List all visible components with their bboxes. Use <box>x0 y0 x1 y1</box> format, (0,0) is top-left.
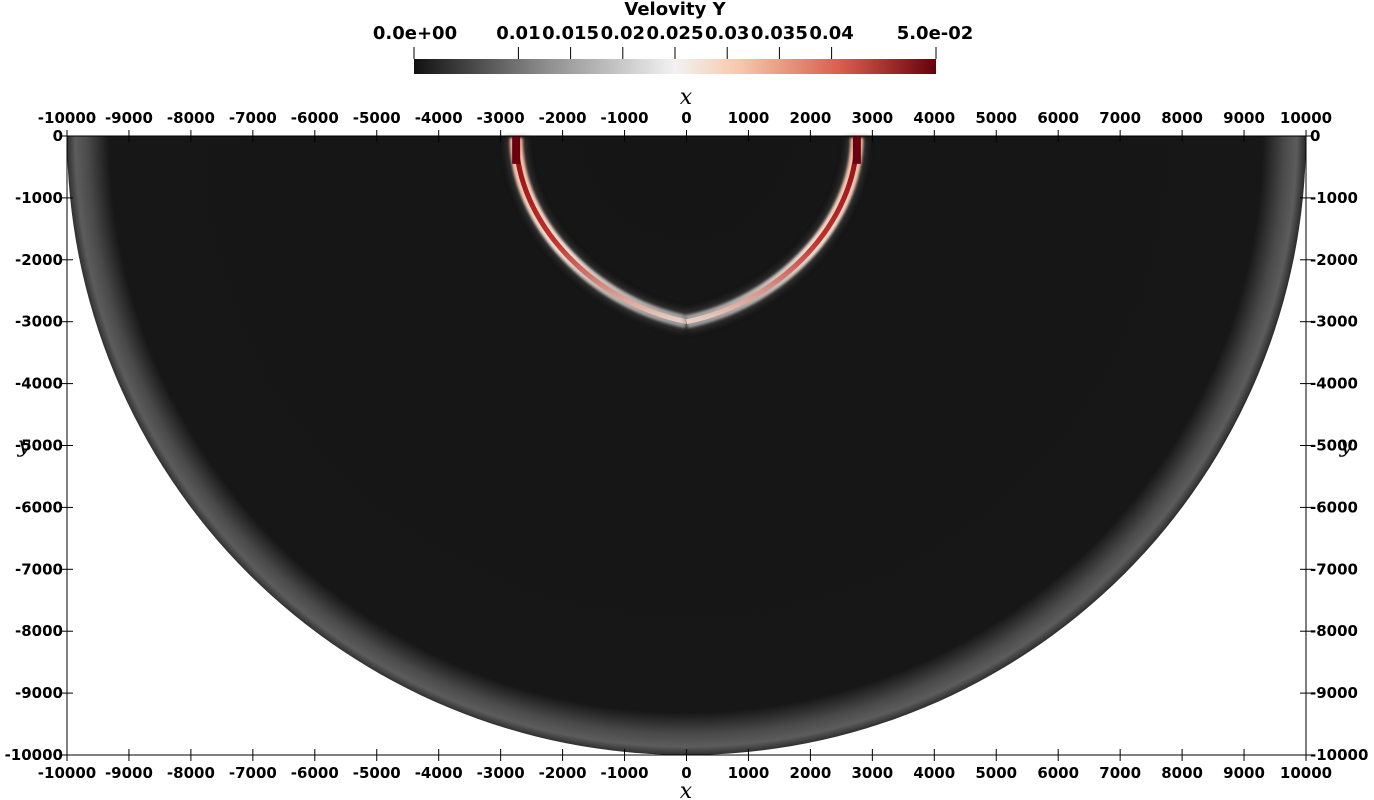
y-tick-label: -4000 <box>1310 375 1358 393</box>
x-tick-label: 7000 <box>1099 109 1141 127</box>
colorbar-tick-label: 0.025 <box>647 23 704 44</box>
colorbar-ticks: 0.0e+00 0.01 0.015 0.02 0.025 0.03 0.035 0.04 5.… <box>373 23 973 59</box>
x-tick-label: 8000 <box>1161 109 1203 127</box>
x-tick-label: 1000 <box>728 109 770 127</box>
y-tick-label: -9000 <box>15 684 63 702</box>
colorbar-tick-label: 0.02 <box>601 23 645 44</box>
y-axis-left-ticks: 0 -1000 -2000 -3000 -4000 -5000 -6000 -7000 -800… <box>5 127 73 764</box>
x-tick-label: 10000 <box>1280 109 1332 127</box>
colorbar-tick-label: 0.0e+00 <box>373 23 457 44</box>
x-tick-label: 5000 <box>975 109 1017 127</box>
x-tick-label: 3000 <box>851 764 893 782</box>
x-tick-label: -2000 <box>539 764 587 782</box>
y-tick-label: -10000 <box>5 746 63 764</box>
x-axis-title-top: x <box>680 85 693 110</box>
x-tick-label: -9000 <box>105 764 153 782</box>
y-tick-label: -1000 <box>15 189 63 207</box>
x-tick-label: -4000 <box>415 764 463 782</box>
x-tick-label: 2000 <box>790 764 832 782</box>
x-tick-label: -6000 <box>291 764 339 782</box>
x-tick-label: -6000 <box>291 109 339 127</box>
x-tick-label: 9000 <box>1223 764 1265 782</box>
x-tick-label: 0 <box>681 764 691 782</box>
y-tick-label: 0 <box>53 127 63 145</box>
y-axis-title-right: y <box>1339 433 1353 458</box>
x-axis-bottom-ticks: -10000 -9000 -8000 -7000 -6000 -5000 -4000 -300… <box>38 749 1332 782</box>
axes: -10000 -9000 -8000 -7000 -6000 -5000 -4000 -300… <box>5 85 1369 800</box>
right-arc-wavefront <box>686 137 860 325</box>
x-tick-label: -8000 <box>167 109 215 127</box>
y-tick-label: -10000 <box>1310 746 1368 764</box>
x-tick-label: -9000 <box>105 109 153 127</box>
x-tick-label: 10000 <box>1280 764 1332 782</box>
y-tick-label: -3000 <box>1310 313 1358 331</box>
half-disk-domain <box>66 136 1306 755</box>
colorbar-title: Velovity Y <box>624 0 726 20</box>
x-tick-label: -8000 <box>167 764 215 782</box>
colorbar-gradient <box>414 59 936 74</box>
x-tick-label: -5000 <box>353 109 401 127</box>
y-tick-label: -6000 <box>1310 498 1358 516</box>
y-tick-label: 0 <box>1310 127 1320 145</box>
left-arc-wavefront <box>513 137 687 325</box>
colorbar-tick-label: 5.0e-02 <box>897 23 974 44</box>
colorbar-tick-label: 0.04 <box>809 23 853 44</box>
y-tick-label: -7000 <box>15 560 63 578</box>
y-tick-label: -2000 <box>1310 251 1358 269</box>
x-tick-label: -10000 <box>38 764 96 782</box>
x-tick-label: -3000 <box>477 109 525 127</box>
x-tick-label: 6000 <box>1037 764 1079 782</box>
surface-peak <box>852 136 861 164</box>
x-tick-label: -7000 <box>229 764 277 782</box>
x-tick-label: 3000 <box>851 109 893 127</box>
colorbar-tick-label: 0.035 <box>751 23 808 44</box>
x-tick-label: -1000 <box>601 109 649 127</box>
colorbar-tick-label: 0.03 <box>705 23 749 44</box>
y-tick-label: -9000 <box>1310 684 1358 702</box>
y-tick-label: -4000 <box>15 375 63 393</box>
x-tick-label: -1000 <box>601 764 649 782</box>
y-tick-label: -8000 <box>1310 622 1358 640</box>
x-tick-label: 4000 <box>913 109 955 127</box>
x-tick-label: 2000 <box>790 109 832 127</box>
colorbar: Velovity Y 0.0e+00 0.01 0.015 0.02 0.025 0.03… <box>373 0 973 74</box>
x-tick-label: 4000 <box>913 764 955 782</box>
velocity-field <box>66 136 1306 755</box>
x-axis-top-ticks: -10000 -9000 -8000 -7000 -6000 -5000 -4000 -300… <box>38 109 1332 142</box>
y-tick-label: -5000 <box>15 437 63 455</box>
x-tick-label: -10000 <box>38 109 96 127</box>
y-tick-label: -1000 <box>1310 189 1358 207</box>
y-axis-right-ticks: 0 -1000 -2000 -3000 -4000 -5000 -6000 -7000 -800… <box>1300 127 1368 764</box>
wavefront-features <box>505 136 868 333</box>
y-tick-label: -2000 <box>15 251 63 269</box>
x-tick-label: -7000 <box>229 109 277 127</box>
x-tick-label: 9000 <box>1223 109 1265 127</box>
x-tick-label: 5000 <box>975 764 1017 782</box>
x-tick-label: -3000 <box>477 764 525 782</box>
y-tick-label: -7000 <box>1310 560 1358 578</box>
x-tick-label: 8000 <box>1161 764 1203 782</box>
y-axis-title-left: y <box>17 433 31 458</box>
y-tick-label: -5000 <box>1310 437 1358 455</box>
x-tick-label: 6000 <box>1037 109 1079 127</box>
x-tick-label: 0 <box>681 109 691 127</box>
x-tick-label: 7000 <box>1099 764 1141 782</box>
y-tick-label: -6000 <box>15 498 63 516</box>
x-tick-label: -2000 <box>539 109 587 127</box>
x-tick-label: 1000 <box>728 764 770 782</box>
y-tick-label: -3000 <box>15 313 63 331</box>
y-tick-label: -8000 <box>15 622 63 640</box>
colorbar-tick-label: 0.015 <box>542 23 599 44</box>
x-tick-label: -4000 <box>415 109 463 127</box>
colorbar-tick-label: 0.01 <box>496 23 540 44</box>
x-axis-title-bottom: x <box>680 779 693 800</box>
x-tick-label: -5000 <box>353 764 401 782</box>
surface-peak <box>512 136 521 164</box>
